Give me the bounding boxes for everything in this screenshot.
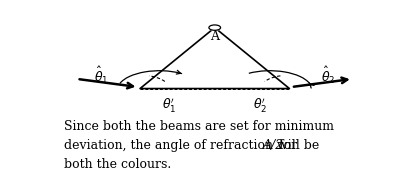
Text: for: for [275, 139, 297, 152]
Text: both the colours.: both the colours. [64, 158, 171, 171]
Text: $\theta_1'$: $\theta_1'$ [162, 96, 176, 114]
Circle shape [209, 25, 220, 30]
Text: A: A [210, 30, 219, 43]
Text: deviation, the angle of refraction will be: deviation, the angle of refraction will … [64, 139, 323, 152]
Text: $\hat{\theta}_1$: $\hat{\theta}_1$ [94, 65, 109, 86]
Text: Since both the beams are set for minimum: Since both the beams are set for minimum [64, 120, 334, 134]
Text: $\theta_2'$: $\theta_2'$ [253, 96, 267, 114]
Text: A/2: A/2 [263, 139, 284, 152]
Text: $\hat{\theta}_2$: $\hat{\theta}_2$ [321, 65, 336, 86]
